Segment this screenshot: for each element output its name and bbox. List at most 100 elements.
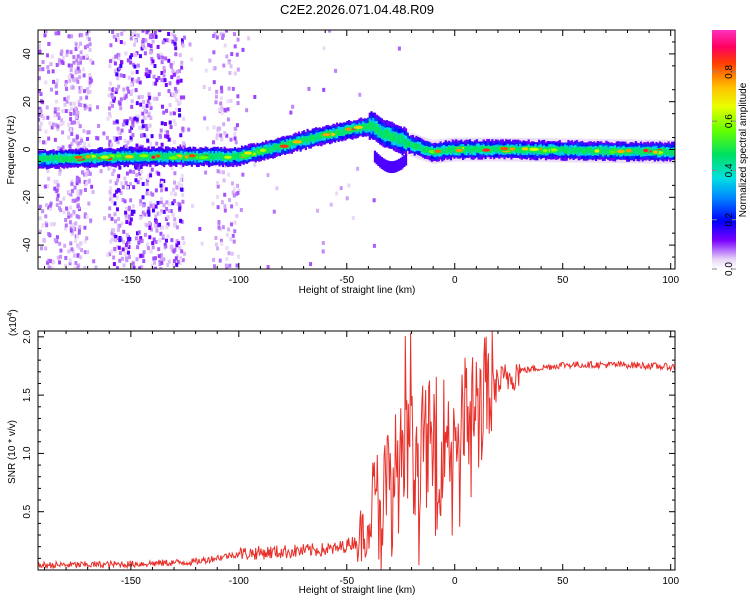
spectrogram-speckle [179,218,183,223]
spectrogram-ridge-cell [163,153,166,160]
spectrogram-hotspot [244,151,253,155]
spectrogram-ridge-cell [468,145,472,152]
spectrogram-ridge-cell [396,135,399,144]
spectrogram-speckle [68,78,72,83]
spectrogram-speckle [52,260,56,265]
spectrogram-speckle [69,225,73,230]
spectrogram-ridge-cell [218,152,221,159]
spectrogram-ridge-cell [517,146,520,153]
spectrogram-speckle [109,179,113,184]
spectrogram-speckle [149,33,153,38]
spectrogram-ridge-cell [636,147,639,154]
spectrogram-speckle [58,168,62,173]
spectrogram-speckle [228,197,232,202]
spectrogram-speckle [178,202,182,207]
spectrogram-speckle [154,204,158,209]
spectrogram-speckle [47,69,51,74]
spectrogram-speckle [227,251,231,256]
spectrogram-hotspot [279,144,289,148]
spectrogram-speckle [220,200,224,205]
spectrogram-ridge-cell [577,146,580,153]
spectrogram-speckle [179,164,183,169]
spectrogram-speckle [139,199,143,204]
spectrogram-speckle [76,253,80,258]
spectrogram-speckle [71,198,75,203]
spectrogram-speckle [77,144,81,149]
spectrogram-speckle [46,169,50,174]
spectrogram-ridge-cell [467,146,470,153]
spectrogram-ridge-cell [385,129,389,138]
spectrogram-speckle [123,145,127,150]
spectrogram-ridge-cell [672,150,675,157]
spectrogram-speckle [41,209,45,214]
spectrogram-ridge-cell [403,138,406,148]
spectrogram-speckle [229,64,233,69]
spectrogram-speckle [130,53,134,58]
spectrogram-ridge-branch [399,157,402,170]
spectrogram-speckle [167,31,171,36]
spectrogram-speckle [147,43,151,48]
spectrogram-speckle [87,143,91,148]
spectrogram-ridge-cell [61,156,64,163]
snr-ylabel: SNR (10 * v/v) [7,420,18,484]
spectrogram-speckle [159,231,163,236]
spectrogram-speckle [174,256,178,261]
spectrogram-speckle [76,204,80,209]
spectrogram-speckle [126,58,130,63]
snr-frame [37,330,676,571]
spectrogram-speckle [71,85,75,90]
spectrogram-hotspot [259,148,267,152]
spectrogram-speckle [38,117,41,122]
spectrogram-speckle [43,238,47,243]
spectrogram-speckle [227,86,231,91]
spectrogram-speckle [57,61,61,66]
spectrogram-speckle [223,163,227,168]
spectrogram-speckle [108,190,112,195]
spectrogram-ridge-cell [415,143,418,150]
spectrogram-speckle [85,35,89,40]
spectrogram-speckle [69,205,73,210]
spectrogram-speckle [55,197,59,202]
spectrogram-ridge-cell [472,145,475,152]
spectrogram-ridge-cell [69,156,73,163]
spectrogram-speckle [132,169,136,174]
spectrogram-speckle [121,247,125,252]
spectrogram-speckle [74,42,78,47]
spectrogram-speckle [171,68,175,73]
spectrogram-speckle [64,80,68,85]
spectrogram-speckle [358,92,362,97]
spectrogram-speckle [136,245,140,250]
spectrogram-speckle [47,205,51,210]
spectrogram-speckle [75,175,79,180]
spectrogram-speckle [135,51,139,56]
spectrogram-speckle [157,254,161,259]
spectrogram-speckle [147,92,151,97]
spectrogram-hotspot [139,154,149,158]
spectrogram-speckle [329,202,333,207]
spectrogram-ridge-cell [600,148,603,155]
spectrogram-speckle [178,53,182,58]
spectrogram-speckle [74,115,78,120]
spectrogram-speckle [116,33,120,38]
spectrogram-speckle [180,65,184,70]
spectrogram-ridge-cell [384,129,387,139]
spectrogram-speckle [144,38,148,43]
spectrogram-speckle [219,227,223,232]
spectrogram-speckle [176,201,180,206]
spectrogram-speckle [225,133,229,138]
spectrogram-speckle [156,200,160,205]
spectrogram-speckle [161,104,165,109]
spectrogram-speckle [142,250,146,255]
spectrogram-speckle [180,219,184,224]
spectrogram-speckle [134,88,138,93]
spectrogram-speckle [171,212,175,217]
snr-panel: -150 -100 -50 0 50 100 0.5 1.0 1.5 2.0 Height of… [7,309,679,596]
spectrogram-speckle [91,60,95,65]
spectrogram-speckle [38,216,40,221]
spectrogram-ridge-branch [380,157,383,169]
spectrogram-ridge-cell [605,146,608,153]
spectrogram-speckle [175,98,179,103]
spectrogram-speckle [181,258,185,263]
spectrogram-speckle [130,99,134,104]
spectrogram-ridge-cell [373,123,377,133]
